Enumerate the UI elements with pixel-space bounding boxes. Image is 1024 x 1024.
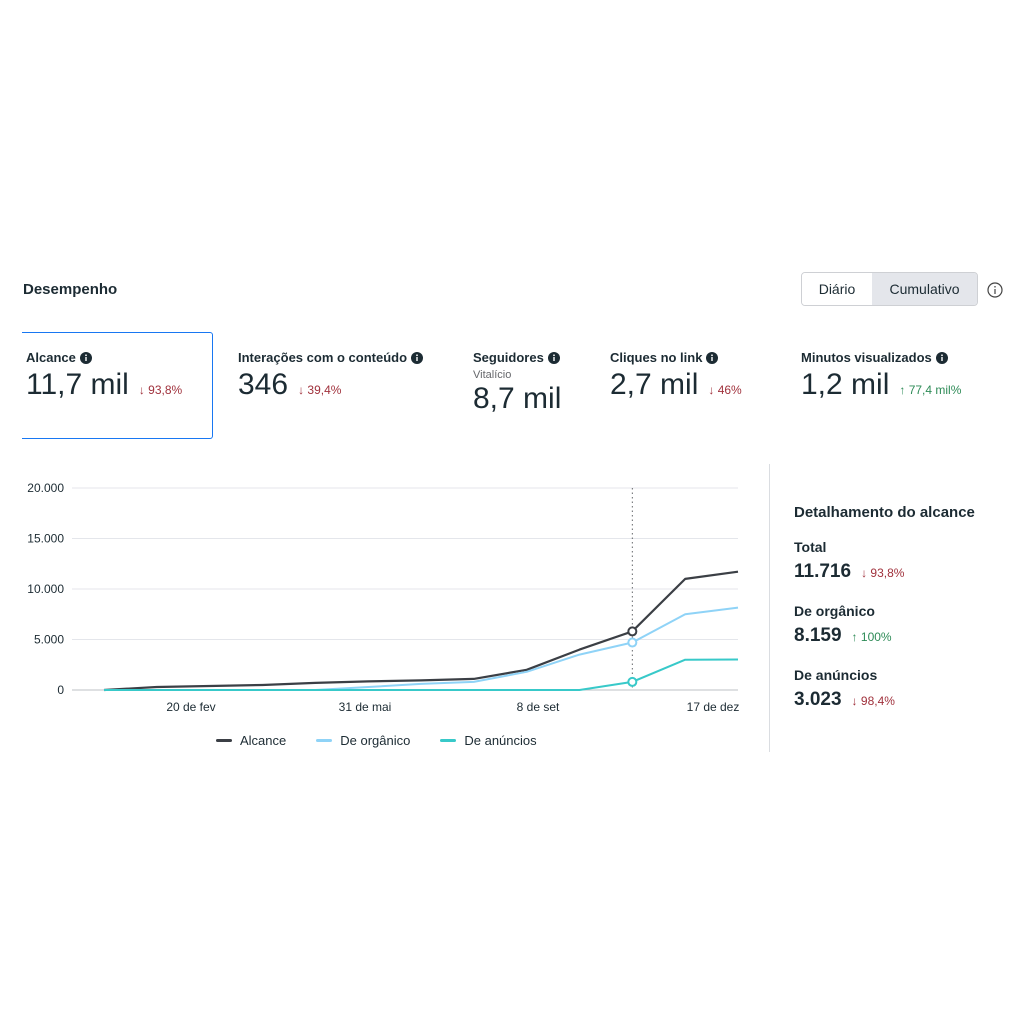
arrow-down-icon: ↓ bbox=[861, 566, 868, 580]
info-icon[interactable] bbox=[79, 351, 92, 364]
info-icon[interactable] bbox=[706, 351, 719, 364]
y-tick-label: 5.000 bbox=[34, 633, 64, 647]
breakdown-value: 11.716 bbox=[794, 561, 852, 582]
metric-value: 2,7 mil bbox=[610, 368, 699, 401]
breakdown-label: De orgânico bbox=[794, 603, 875, 619]
metric-label: Cliques no link bbox=[610, 350, 703, 365]
y-tick-label: 15.000 bbox=[27, 532, 64, 546]
y-tick-label: 20.000 bbox=[27, 481, 64, 495]
info-icon[interactable] bbox=[987, 282, 1003, 298]
metric-value: 8,7 mil bbox=[473, 382, 562, 415]
x-tick-label: 31 de mai bbox=[339, 700, 392, 714]
chart-legend: Alcance De orgânico De anúncios bbox=[216, 733, 537, 748]
metric-label: Alcance bbox=[26, 350, 76, 365]
info-icon[interactable] bbox=[547, 351, 560, 364]
legend-swatch bbox=[316, 739, 333, 742]
highlight-point bbox=[627, 637, 638, 648]
legend-swatch bbox=[216, 739, 232, 742]
breakdown-item-organic: De orgânico 8.159 ↑ 100% bbox=[794, 603, 892, 647]
delta-badge: ↑ 77,4 mil% bbox=[899, 383, 962, 397]
legend-item-organic[interactable]: De orgânico bbox=[316, 733, 410, 748]
arrow-up-icon: ↑ bbox=[899, 383, 906, 397]
metric-minutes: Minutos visualizados 1,2 mil ↑ 77,4 mil% bbox=[801, 350, 961, 402]
reach-line-chart: 20.000 15.000 10.000 5.000 0 20 de fev 31 de m… bbox=[27, 481, 740, 714]
y-tick-label: 0 bbox=[57, 683, 64, 697]
metric-value: 1,2 mil bbox=[801, 368, 890, 401]
arrow-down-icon: ↓ bbox=[708, 383, 715, 397]
y-tick-label: 10.000 bbox=[27, 582, 64, 596]
metric-reach: Alcance 11,7 mil ↓ 93,8% bbox=[26, 350, 182, 402]
arrow-down-icon: ↓ bbox=[851, 694, 858, 708]
delta-badge: ↓ 93,8% bbox=[861, 566, 905, 580]
daily-toggle-button[interactable]: Diário bbox=[802, 273, 872, 305]
legend-item-reach[interactable]: Alcance bbox=[216, 733, 286, 748]
delta-badge: ↓ 46% bbox=[708, 383, 742, 397]
arrow-up-icon: ↑ bbox=[851, 630, 858, 644]
metric-sublabel: Vitalício bbox=[473, 369, 512, 381]
view-toggle: Diário Cumulativo bbox=[801, 272, 978, 306]
highlight-point bbox=[627, 676, 638, 687]
x-tick-label: 8 de set bbox=[517, 700, 560, 714]
metric-card-reach[interactable] bbox=[22, 332, 213, 439]
breakdown-title: Detalhamento do alcance bbox=[794, 504, 975, 521]
delta-badge: ↓ 39,4% bbox=[298, 383, 342, 397]
metric-interactions: Interações com o conteúdo 346 ↓ 39,4% bbox=[238, 350, 424, 402]
breakdown-item-total: Total 11.716 ↓ 93,8% bbox=[794, 539, 904, 583]
x-tick-label: 20 de fev bbox=[166, 700, 215, 714]
metric-followers: Seguidores Vitalício 8,7 mil bbox=[473, 350, 561, 416]
metric-value: 346 bbox=[238, 368, 289, 401]
info-icon[interactable] bbox=[411, 351, 424, 364]
metric-label: Minutos visualizados bbox=[801, 350, 932, 365]
breakdown-label: De anúncios bbox=[794, 667, 878, 683]
arrow-down-icon: ↓ bbox=[138, 383, 145, 397]
metric-link-clicks: Cliques no link 2,7 mil ↓ 46% bbox=[610, 350, 742, 402]
highlight-point bbox=[627, 626, 638, 637]
delta-badge: ↑ 100% bbox=[851, 630, 892, 644]
breakdown-label: Total bbox=[794, 539, 827, 555]
breakdown-value: 8.159 bbox=[794, 625, 842, 646]
metric-label: Seguidores bbox=[473, 350, 544, 365]
arrow-down-icon: ↓ bbox=[298, 383, 305, 397]
cumulative-toggle-button[interactable]: Cumulativo bbox=[872, 273, 977, 305]
section-title: Desempenho bbox=[23, 281, 118, 298]
x-tick-label: 17 de dez bbox=[687, 700, 740, 714]
breakdown-item-ads: De anúncios 3.023 ↓ 98,4% bbox=[794, 667, 895, 711]
info-icon[interactable] bbox=[935, 351, 948, 364]
legend-swatch bbox=[440, 739, 457, 742]
metric-value: 11,7 mil bbox=[26, 368, 129, 401]
legend-item-ads[interactable]: De anúncios bbox=[440, 733, 537, 748]
breakdown-value: 3.023 bbox=[794, 689, 842, 710]
metric-label: Interações com o conteúdo bbox=[238, 350, 408, 365]
delta-badge: ↓ 98,4% bbox=[851, 694, 895, 708]
delta-badge: ↓ 93,8% bbox=[138, 383, 183, 397]
divider bbox=[769, 464, 770, 752]
